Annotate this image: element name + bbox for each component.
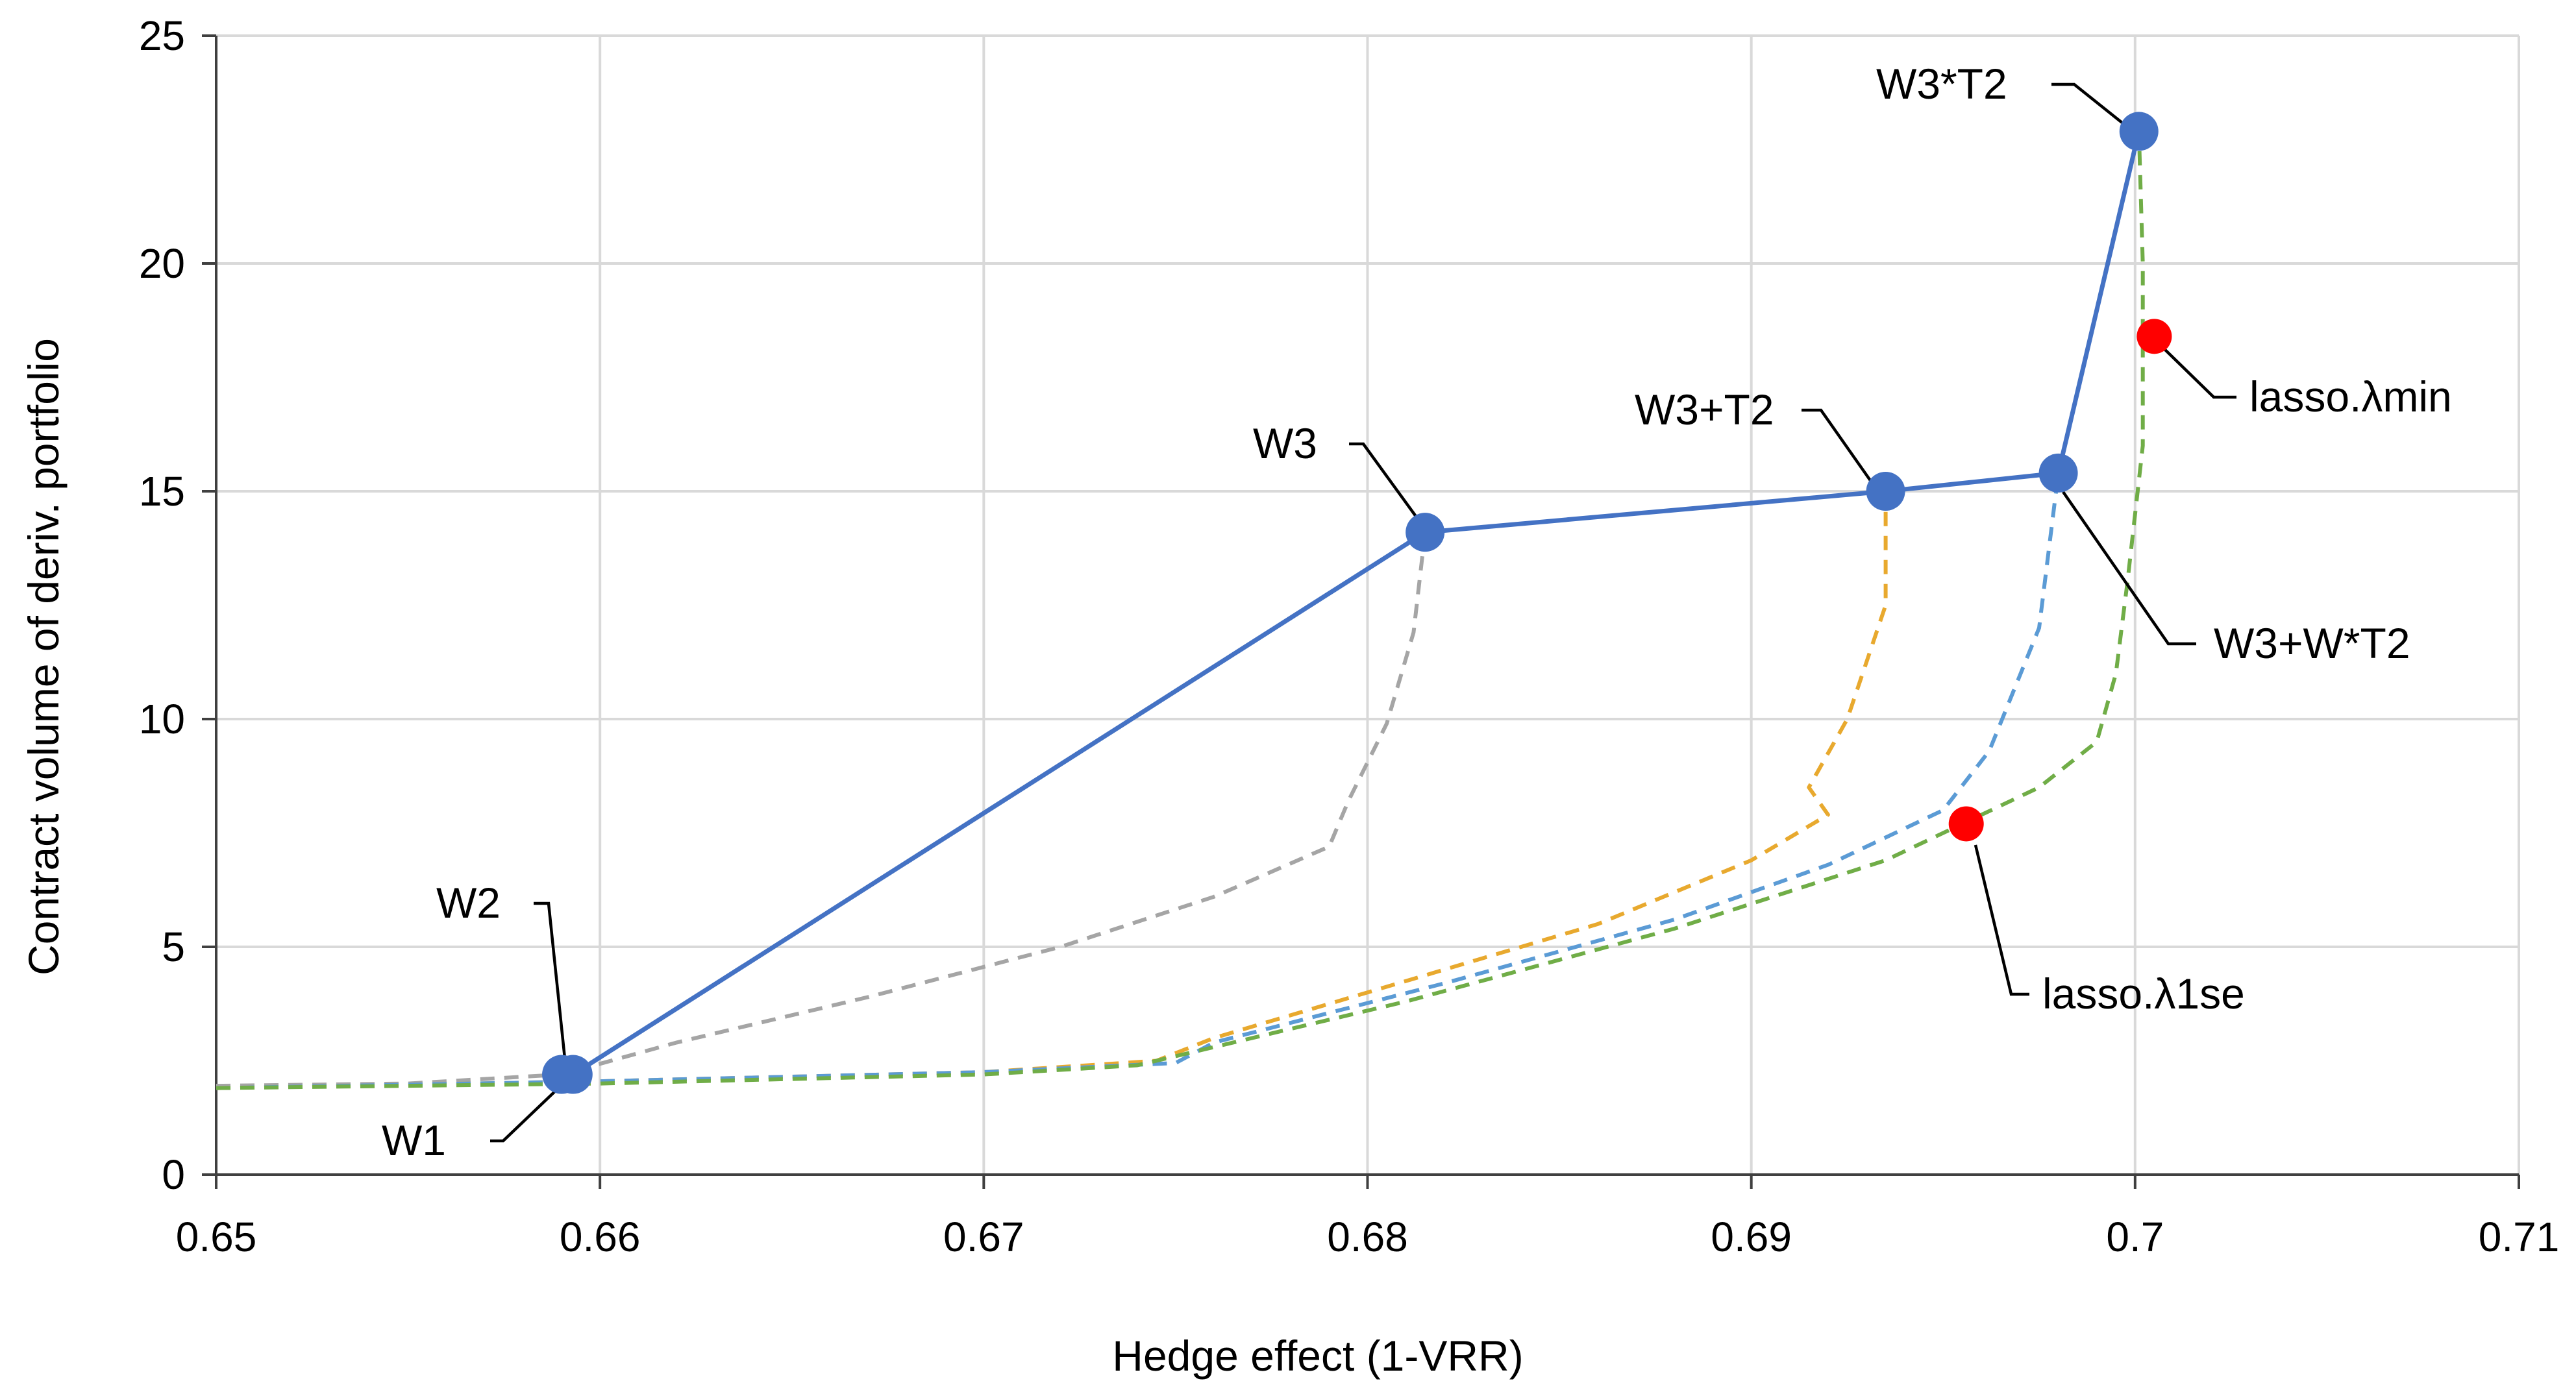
- y-tick-label: 25: [139, 12, 185, 59]
- series: [216, 128, 2145, 1090]
- x-tick-label: 0.68: [1327, 1214, 1408, 1260]
- series-path-W3+W*T2: [216, 472, 2061, 1090]
- point-lasso.λ1se: [1948, 806, 1984, 842]
- annotation-leaders: [490, 82, 2236, 1143]
- x-tick-label: 0.7: [2106, 1214, 2164, 1260]
- series-path-W3: [216, 532, 1428, 1088]
- labels: W2 W1 W3 W3+T2 W3*T2 W3+W*T2 lasso.λmin lasso.λ…: [382, 60, 2452, 1164]
- y-tick-label: 5: [162, 923, 185, 970]
- point-lasso.λmin: [2136, 319, 2172, 354]
- annotation-W2: W2: [436, 879, 501, 927]
- leader-W2: [534, 901, 568, 1071]
- annotation-W3+T2: W3+T2: [1635, 385, 1774, 434]
- point-W3+W*T2: [2038, 453, 2078, 493]
- data-points: [542, 112, 2172, 1094]
- x-tick-label: 0.71: [2479, 1214, 2560, 1260]
- leader-W3+T2: [1802, 408, 1874, 485]
- series-path-W3*T2: [216, 131, 2145, 1090]
- grid: [216, 34, 2520, 1175]
- y-tick-label: 15: [139, 468, 185, 515]
- x-tick-label: 0.67: [943, 1214, 1024, 1260]
- annotation-W3+W*T2: W3+W*T2: [2214, 619, 2410, 667]
- annotation-lasso.λ1se: lasso.λ1se: [2042, 970, 2245, 1018]
- annotation-lasso.λmin: lasso.λmin: [2249, 373, 2452, 421]
- annotation-W3: W3: [1253, 419, 1317, 467]
- leader-W1: [490, 1084, 563, 1143]
- y-axis-title: Contract volume of deriv. portfolio: [19, 338, 68, 975]
- point-W3+T2: [1866, 472, 1905, 511]
- leader-W3: [1349, 442, 1423, 526]
- leader-W3*T2: [2051, 82, 2124, 125]
- annotation-W1: W1: [382, 1116, 446, 1164]
- x-tick-label: 0.69: [1711, 1214, 1792, 1260]
- point-W2: [542, 1055, 582, 1094]
- series-path-W3+T2: [216, 491, 1888, 1090]
- y-tick-label: 20: [139, 240, 185, 287]
- leader-W3+W*T2: [2062, 491, 2196, 646]
- x-tick-label: 0.65: [176, 1214, 257, 1260]
- x-tick-label: 0.66: [560, 1214, 641, 1260]
- x-axis-title: Hedge effect (1-VRR): [1112, 1332, 1523, 1380]
- point-W3: [1406, 513, 1445, 552]
- y-tick-label: 10: [139, 696, 185, 742]
- annotation-W3*T2: W3*T2: [1876, 60, 2007, 108]
- point-W3*T2: [2119, 112, 2159, 151]
- axes: 0.65 0.66 0.67 0.68 0.69 0.7 0.71 0 5 10 15 20 25: [139, 12, 2559, 1260]
- y-tick-label: 0: [162, 1151, 185, 1198]
- leader-lasso.λ1se: [1974, 844, 2029, 996]
- leader-lasso.λmin: [2161, 345, 2236, 399]
- series-frontier: [559, 128, 2142, 1077]
